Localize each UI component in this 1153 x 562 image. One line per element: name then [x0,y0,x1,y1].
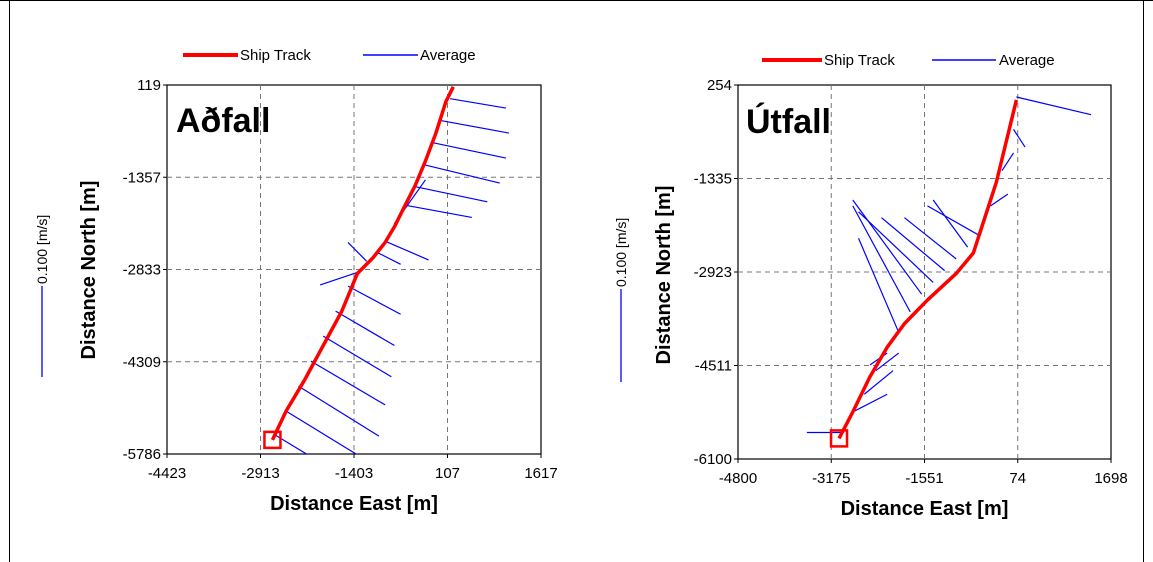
average-vector [403,204,472,219]
average-vector [1016,96,1092,116]
y-tick-label: -4309 [123,354,161,371]
chart-adfall: -4423 -2913 -1403 107 1617 119 -1357 -2833 -4309… [34,47,558,515]
average-vector [881,217,946,272]
average-vector [322,335,392,378]
x-tick-label: 107 [435,465,460,482]
y-tick-label: 254 [707,77,732,94]
legend-label-ship-track: Ship Track [824,52,895,69]
average-vector [384,240,429,261]
track-start-marker [263,430,282,450]
average-vector [863,370,894,395]
scale-bar-label: 0.100 [m/s] [34,215,50,284]
x-tick-label: -1551 [905,470,943,487]
average-vector [852,205,911,313]
y-tick-label: -1335 [694,171,732,188]
average-vector [875,352,900,372]
average-vector [431,141,507,159]
plot-data [270,86,510,454]
legend-label-average: Average [999,52,1055,69]
average-vector [285,410,358,454]
average-vector [347,285,401,315]
average-vector [904,217,957,260]
x-axis-label: Distance East [m] [270,493,438,515]
y-tick-label: -4511 [695,358,732,375]
panel-title: Aðfall [176,102,270,140]
y-tick-label: -5786 [123,446,161,463]
average-vector [319,271,358,286]
chart-utfall: -4800 -3175 -1551 74 1698 254 -1335 -2923 -4511 -… [613,52,1128,520]
average-vector [1013,129,1026,148]
average-vector [990,193,1009,207]
y-tick-label: -2923 [694,264,732,281]
average-vector [375,251,401,265]
track-start-marker [829,429,849,448]
average-vector [450,98,506,109]
average-vector [310,360,386,406]
x-tick-label: -4800 [719,470,757,487]
average-vector [335,310,395,347]
average-vector [422,163,500,184]
average-vector [927,205,980,236]
y-axis-label: Distance North [m] [653,186,675,365]
x-tick-label: 74 [1009,470,1026,487]
y-tick-label: -6100 [694,451,732,468]
average-vector [347,241,367,262]
y-tick-label: -2833 [123,262,161,279]
legend-label-average: Average [420,47,476,64]
average-vector [298,385,380,437]
x-tick-label: 1617 [524,465,557,482]
ship-track-line [837,99,1019,440]
average-vector [412,185,488,203]
ship-track-line [270,86,455,441]
y-tick-label: -1357 [123,169,161,186]
average-vector [274,434,308,454]
average-vector [440,119,510,134]
x-tick-label: -3175 [812,470,850,487]
average-vector [858,211,934,283]
y-tick-label: 119 [137,77,161,94]
average-vector [857,238,900,333]
average-vector [1001,152,1015,171]
x-tick-label: -2913 [241,465,279,482]
average-vector [852,199,923,295]
scale-bar-label: 0.100 [m/s] [613,218,629,287]
y-axis-label: Distance North [m] [78,181,100,360]
x-tick-label: -1403 [335,465,373,482]
panel-title: Útfall [746,103,831,141]
x-tick-label: 1698 [1094,470,1127,487]
legend-label-ship-track: Ship Track [240,47,311,64]
x-tick-label: -4423 [148,465,186,482]
average-vector [932,199,969,248]
x-axis-label: Distance East [m] [841,498,1009,520]
average-vector [852,393,888,413]
plot-data [806,96,1092,440]
